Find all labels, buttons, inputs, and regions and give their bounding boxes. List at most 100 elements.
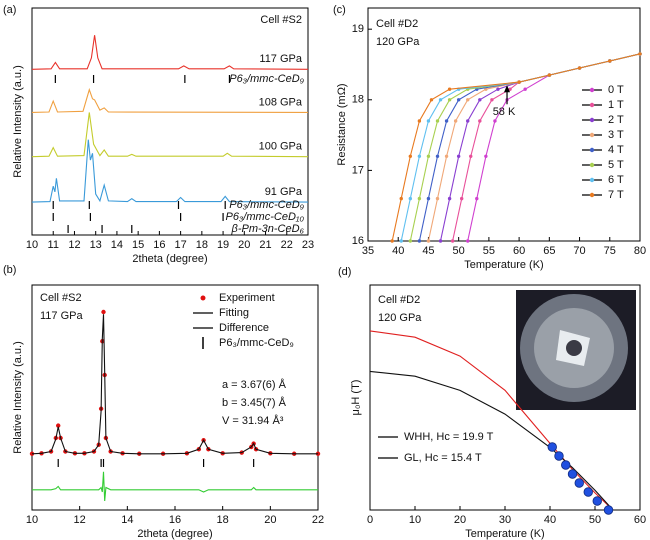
y-tick-label: 18 (352, 94, 364, 106)
x-tick-label: 18 (217, 514, 229, 526)
x-tick-label: 17 (174, 239, 186, 251)
inset-photo (516, 290, 636, 410)
data-point (603, 505, 614, 515)
legend-marker (589, 162, 595, 168)
annotation: 117 GPa (40, 310, 83, 322)
legend-label: 6 T (608, 174, 624, 186)
data-point (496, 87, 500, 91)
x-tick-label: 70 (573, 245, 585, 257)
data-point (438, 98, 443, 102)
data-point (456, 98, 461, 102)
x-tick-label: 16 (153, 239, 165, 251)
data-point (426, 119, 431, 123)
x-axis-title: Temperature (K) (464, 259, 543, 271)
x-tick-label: 65 (543, 245, 555, 257)
y-tick-label: 17 (352, 164, 364, 176)
annotation: V = 31.94 Å³ (222, 414, 284, 427)
data-point (408, 196, 413, 201)
data-point (426, 154, 431, 158)
x-tick-label: 20 (454, 514, 466, 526)
y-axis-title: Relative Intensity (a.u.) (12, 341, 24, 454)
x-tick-label: 12 (68, 239, 80, 251)
x-tick-label: 45 (422, 245, 434, 257)
annotation: a = 3.67(6) Å (222, 378, 287, 391)
legend-label: 4 T (608, 144, 624, 156)
data-point (444, 119, 449, 123)
x-tick-label: 14 (121, 514, 133, 526)
legend-label: Difference (219, 322, 269, 334)
x-tick-label: 21 (259, 239, 271, 251)
series-line (369, 370, 614, 511)
data-point (577, 66, 582, 70)
data-point (435, 154, 440, 158)
arrow-label: 58 K (493, 106, 516, 118)
panel-label: (c) (333, 4, 346, 16)
data-point (508, 87, 512, 91)
x-axis-title: 2theta (degree) (132, 253, 207, 265)
reflection-label: P6₃/mmc-CeD₉ (229, 199, 304, 211)
data-point (547, 442, 557, 452)
annotation: 120 GPa (378, 312, 422, 324)
x-tick-label: 0 (367, 514, 373, 526)
plot-frame (31, 7, 309, 236)
legend-marker (589, 87, 595, 93)
x-tick-label: 20 (264, 514, 276, 526)
data-point (417, 154, 422, 158)
legend-label: WHH, Hc = 19.9 T (404, 431, 494, 443)
annotation: Cell #S2 (260, 14, 302, 26)
y-tick-label: 16 (352, 235, 364, 247)
data-point (475, 196, 479, 201)
x-tick-label: 55 (483, 245, 495, 257)
x-tick-label: 23 (302, 239, 314, 251)
x-tick-label: 12 (74, 514, 86, 526)
series-line (31, 314, 318, 455)
legend-label: Experiment (219, 292, 275, 304)
panel-label: (b) (3, 264, 16, 276)
legend-label: 0 T (608, 84, 624, 96)
data-point (417, 196, 422, 201)
data-point (608, 59, 612, 63)
x-tick-label: 40 (392, 245, 404, 257)
data-point (523, 87, 527, 91)
data-point (450, 239, 455, 243)
legend-label: 3 T (608, 129, 624, 141)
reflection-label: β-Pm-3n-CeD₆ (231, 223, 305, 235)
series-line (31, 139, 309, 203)
data-point (478, 98, 482, 102)
plot-frame (367, 7, 641, 242)
data-point (435, 196, 440, 201)
legend-marker (589, 132, 595, 138)
x-tick-label: 80 (634, 245, 646, 257)
legend-label: GL, Hc = 15.4 T (404, 452, 482, 464)
data-point (478, 119, 482, 123)
data-point (408, 239, 413, 243)
data-point (447, 98, 452, 102)
series-label: 100 GPa (259, 141, 303, 153)
data-point (466, 239, 470, 243)
x-tick-label: 13 (90, 239, 102, 251)
panel-label: (d) (338, 266, 351, 278)
panel-label: (a) (3, 4, 16, 16)
x-tick-label: 16 (169, 514, 181, 526)
data-point (417, 119, 422, 123)
x-tick-label: 40 (544, 514, 556, 526)
annotation: Cell #D2 (376, 18, 418, 30)
data-point (466, 98, 470, 102)
reflection-label: P6₃/mmc-CeD₁₀ (226, 211, 305, 223)
data-point (56, 423, 61, 428)
annotation: Cell #D2 (378, 294, 420, 306)
x-tick-label: 10 (26, 514, 38, 526)
data-point (592, 496, 602, 506)
legend-marker (589, 192, 595, 198)
y-tick-label: 19 (352, 23, 364, 35)
annotation: b = 3.45(7) Å (222, 396, 287, 409)
y-axis-title: μ₀H (T) (350, 380, 362, 416)
data-point (417, 239, 422, 243)
series-line (31, 87, 309, 113)
data-point (490, 98, 494, 102)
data-point (444, 154, 449, 158)
series-label: 108 GPa (259, 96, 303, 108)
y-axis-title: Relative Intensity (a.u.) (12, 65, 24, 178)
y-axis-title: Resistance (mΩ) (336, 83, 348, 165)
x-tick-label: 50 (453, 245, 465, 257)
